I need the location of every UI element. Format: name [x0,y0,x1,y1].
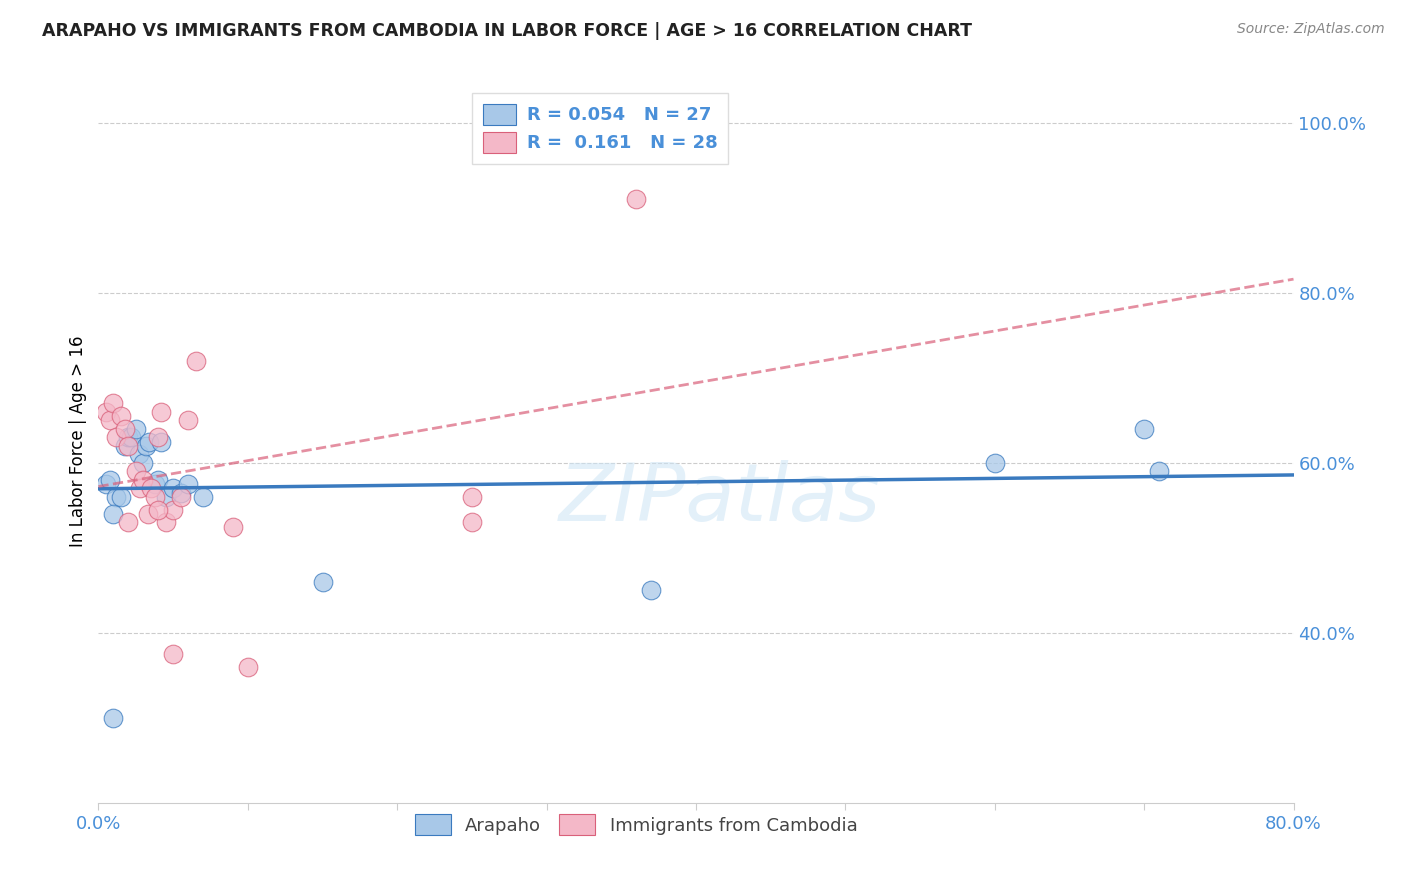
Point [105,430,128,444]
Point [236,660,259,674]
Legend: Arapaho, Immigrants from Cambodia: Arapaho, Immigrants from Cambodia [406,805,866,845]
Point [150,434,173,449]
Point [626,192,648,206]
Point [155,490,177,504]
Point [98,413,122,427]
Point [1133,422,1156,436]
Text: ZIPatlas: ZIPatlas [558,460,882,539]
Point [148,473,170,487]
Point [148,502,170,516]
Point [150,405,173,419]
Point [110,409,132,423]
Point [143,490,166,504]
Point [1147,464,1170,478]
Point [138,434,160,449]
Text: Source: ZipAtlas.com: Source: ZipAtlas.com [1237,22,1385,37]
Point [311,574,333,589]
Point [984,456,1007,470]
Point [125,422,148,436]
Point [117,516,139,530]
Point [103,711,125,725]
Point [103,507,125,521]
Text: ARAPAHO VS IMMIGRANTS FROM CAMBODIA IN LABOR FORCE | AGE > 16 CORRELATION CHART: ARAPAHO VS IMMIGRANTS FROM CAMBODIA IN L… [42,22,972,40]
Point [162,481,184,495]
Point [162,647,184,661]
Point [125,464,148,478]
Point [162,502,184,516]
Point [105,490,128,504]
Point [94,405,117,419]
Point [191,490,214,504]
Point [94,477,117,491]
Point [461,490,484,504]
Point [155,516,177,530]
Point [640,583,662,598]
Point [177,413,200,427]
Point [114,439,136,453]
Point [135,439,157,453]
Point [132,456,155,470]
Point [184,353,207,368]
Point [461,516,484,530]
Point [110,490,132,504]
Point [114,422,136,436]
Point [117,439,139,453]
Point [222,519,245,533]
Point [177,477,200,491]
Point [132,473,155,487]
Point [129,481,152,495]
Point [128,447,150,461]
Point [136,507,159,521]
Point [120,430,142,444]
Point [98,473,122,487]
Point [169,485,191,500]
Point [139,481,162,495]
Point [148,430,170,444]
Point [117,430,139,444]
Point [143,477,166,491]
Point [103,396,125,410]
Point [169,490,191,504]
Y-axis label: In Labor Force | Age > 16: In Labor Force | Age > 16 [69,335,87,548]
